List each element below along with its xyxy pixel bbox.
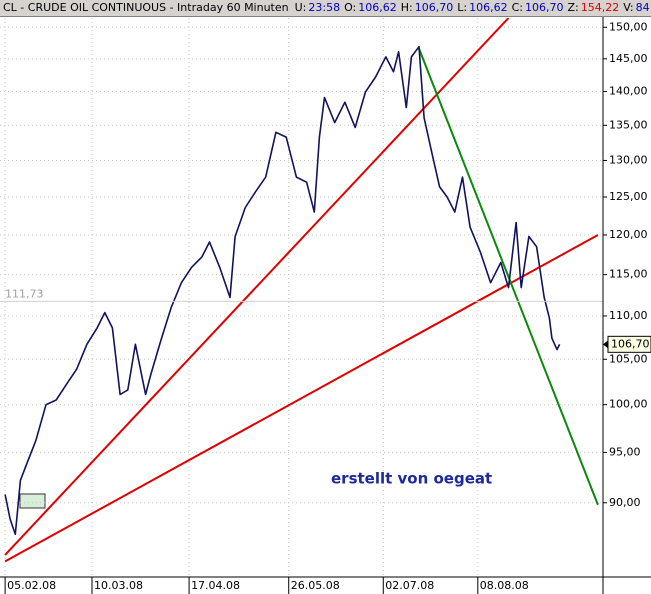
trend-line: [4, 18, 510, 556]
last-value-label: 106,70: [611, 337, 650, 350]
x-tick-label: 02.07.08: [385, 579, 434, 592]
y-tick-label: 105,00: [609, 352, 648, 365]
field-label: C:: [511, 1, 523, 14]
y-tick-label: 135,00: [609, 118, 648, 131]
field-label: L:: [457, 1, 468, 14]
y-tick-label: 150,00: [609, 20, 648, 33]
field-label: U:: [294, 1, 307, 14]
x-tick-label: 10.03.08: [94, 579, 143, 592]
y-tick-label: 90,00: [609, 496, 641, 509]
plot-area: [4, 18, 599, 563]
last-value-pointer: [603, 340, 608, 349]
y-tick-label: 115,00: [609, 268, 648, 281]
x-tick-label: 17.04.08: [191, 579, 240, 592]
field-value: 23:58: [308, 1, 341, 14]
background: [0, 17, 651, 594]
x-tick-label: 05.02.08: [7, 579, 56, 592]
reference-label: 111,73: [5, 287, 44, 300]
y-tick-label: 140,00: [609, 84, 648, 97]
trend-line: [418, 48, 599, 506]
field-label: V:: [623, 1, 634, 14]
marker-box: [19, 493, 46, 509]
header-bar: CL - CRUDE OIL CONTINUOUS - Intraday 60 …: [0, 0, 651, 17]
y-tick-label: 95,00: [609, 445, 641, 458]
y-tick-label: 130,00: [609, 153, 648, 166]
y-tick-label: 110,00: [609, 309, 648, 322]
field-value: 106,62: [358, 1, 397, 14]
last-value-box: [607, 335, 651, 353]
field-value: 84: [635, 1, 650, 14]
x-tick-label: 26.05.08: [291, 579, 340, 592]
field-value: 154,22: [580, 1, 620, 14]
y-tick-label: 100,00: [609, 398, 648, 411]
symbol: CL - CRUDE OIL CONTINUOUS - Intraday 60 …: [3, 1, 289, 14]
y-tick-label: 125,00: [609, 190, 648, 203]
field-value: 106,70: [524, 1, 564, 14]
field-value: 106,62: [469, 1, 508, 14]
y-tick-label: 145,00: [609, 52, 648, 65]
field-label: H:: [400, 1, 413, 14]
trend-line: [4, 234, 599, 563]
x-tick-label: 08.08.08: [480, 579, 529, 592]
price-line: [4, 45, 561, 536]
y-tick-label: 120,00: [609, 228, 648, 241]
annotation: erstellt von oegeat: [331, 470, 492, 488]
field-label: O:: [344, 1, 357, 14]
field-value: 106,70: [414, 1, 454, 14]
field-label: Z:: [567, 1, 579, 14]
